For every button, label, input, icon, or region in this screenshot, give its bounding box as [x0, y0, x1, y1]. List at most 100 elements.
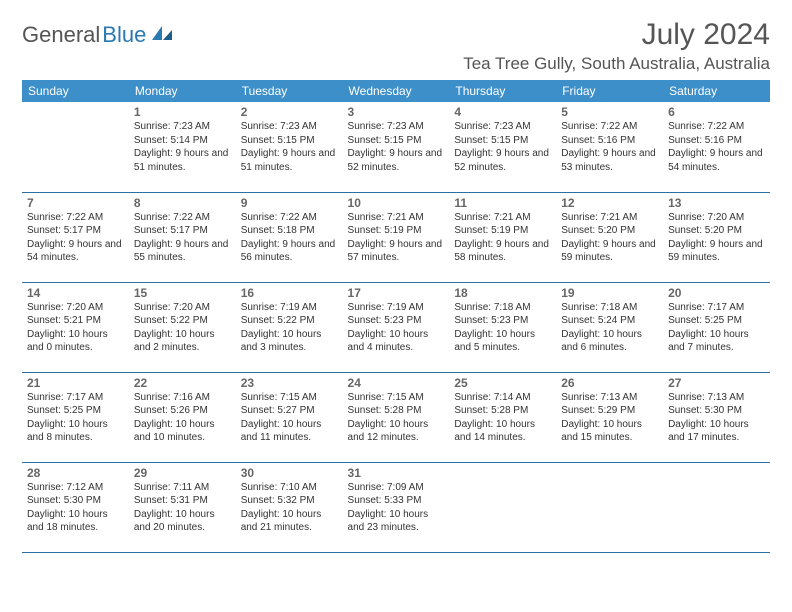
day-number: 9	[241, 196, 338, 210]
day-info: Sunrise: 7:22 AMSunset: 5:16 PMDaylight:…	[561, 120, 658, 174]
day-number: 14	[27, 286, 124, 300]
day-number: 22	[134, 376, 231, 390]
calendar-week-row: 14Sunrise: 7:20 AMSunset: 5:21 PMDayligh…	[22, 282, 770, 372]
calendar-cell: 3Sunrise: 7:23 AMSunset: 5:15 PMDaylight…	[343, 102, 450, 192]
location-subtitle: Tea Tree Gully, South Australia, Austral…	[463, 54, 770, 74]
col-sunday: Sunday	[22, 80, 129, 102]
day-info: Sunrise: 7:21 AMSunset: 5:19 PMDaylight:…	[348, 211, 445, 265]
day-info: Sunrise: 7:23 AMSunset: 5:15 PMDaylight:…	[241, 120, 338, 174]
calendar-cell: 11Sunrise: 7:21 AMSunset: 5:19 PMDayligh…	[449, 192, 556, 282]
calendar-cell: 28Sunrise: 7:12 AMSunset: 5:30 PMDayligh…	[22, 462, 129, 552]
calendar-table: Sunday Monday Tuesday Wednesday Thursday…	[22, 80, 770, 553]
calendar-cell: 12Sunrise: 7:21 AMSunset: 5:20 PMDayligh…	[556, 192, 663, 282]
col-friday: Friday	[556, 80, 663, 102]
day-number: 1	[134, 105, 231, 119]
day-number: 16	[241, 286, 338, 300]
calendar-week-row: 7Sunrise: 7:22 AMSunset: 5:17 PMDaylight…	[22, 192, 770, 282]
day-info: Sunrise: 7:13 AMSunset: 5:30 PMDaylight:…	[668, 391, 765, 445]
brand-part2: Blue	[102, 22, 146, 48]
calendar-cell: 25Sunrise: 7:14 AMSunset: 5:28 PMDayligh…	[449, 372, 556, 462]
day-number: 21	[27, 376, 124, 390]
calendar-cell	[556, 462, 663, 552]
calendar-cell: 7Sunrise: 7:22 AMSunset: 5:17 PMDaylight…	[22, 192, 129, 282]
calendar-cell: 14Sunrise: 7:20 AMSunset: 5:21 PMDayligh…	[22, 282, 129, 372]
day-number: 25	[454, 376, 551, 390]
day-info: Sunrise: 7:20 AMSunset: 5:20 PMDaylight:…	[668, 211, 765, 265]
day-info: Sunrise: 7:22 AMSunset: 5:16 PMDaylight:…	[668, 120, 765, 174]
day-number: 19	[561, 286, 658, 300]
calendar-cell: 1Sunrise: 7:23 AMSunset: 5:14 PMDaylight…	[129, 102, 236, 192]
day-number: 2	[241, 105, 338, 119]
calendar-cell: 19Sunrise: 7:18 AMSunset: 5:24 PMDayligh…	[556, 282, 663, 372]
day-info: Sunrise: 7:23 AMSunset: 5:15 PMDaylight:…	[348, 120, 445, 174]
day-info: Sunrise: 7:15 AMSunset: 5:28 PMDaylight:…	[348, 391, 445, 445]
day-number: 28	[27, 466, 124, 480]
day-number: 5	[561, 105, 658, 119]
calendar-cell: 20Sunrise: 7:17 AMSunset: 5:25 PMDayligh…	[663, 282, 770, 372]
day-number: 12	[561, 196, 658, 210]
calendar-cell: 21Sunrise: 7:17 AMSunset: 5:25 PMDayligh…	[22, 372, 129, 462]
brand-logo: General Blue	[22, 18, 174, 48]
calendar-cell: 26Sunrise: 7:13 AMSunset: 5:29 PMDayligh…	[556, 372, 663, 462]
header: General Blue July 2024 Tea Tree Gully, S…	[22, 18, 770, 74]
col-tuesday: Tuesday	[236, 80, 343, 102]
day-info: Sunrise: 7:20 AMSunset: 5:22 PMDaylight:…	[134, 301, 231, 355]
calendar-cell: 2Sunrise: 7:23 AMSunset: 5:15 PMDaylight…	[236, 102, 343, 192]
day-info: Sunrise: 7:21 AMSunset: 5:20 PMDaylight:…	[561, 211, 658, 265]
day-info: Sunrise: 7:20 AMSunset: 5:21 PMDaylight:…	[27, 301, 124, 355]
day-info: Sunrise: 7:18 AMSunset: 5:24 PMDaylight:…	[561, 301, 658, 355]
calendar-cell: 16Sunrise: 7:19 AMSunset: 5:22 PMDayligh…	[236, 282, 343, 372]
day-number: 27	[668, 376, 765, 390]
calendar-week-row: 21Sunrise: 7:17 AMSunset: 5:25 PMDayligh…	[22, 372, 770, 462]
day-number: 29	[134, 466, 231, 480]
brand-part1: General	[22, 22, 100, 48]
calendar-cell: 4Sunrise: 7:23 AMSunset: 5:15 PMDaylight…	[449, 102, 556, 192]
day-info: Sunrise: 7:14 AMSunset: 5:28 PMDaylight:…	[454, 391, 551, 445]
calendar-cell: 6Sunrise: 7:22 AMSunset: 5:16 PMDaylight…	[663, 102, 770, 192]
calendar-cell: 29Sunrise: 7:11 AMSunset: 5:31 PMDayligh…	[129, 462, 236, 552]
calendar-cell: 22Sunrise: 7:16 AMSunset: 5:26 PMDayligh…	[129, 372, 236, 462]
col-monday: Monday	[129, 80, 236, 102]
day-number: 10	[348, 196, 445, 210]
day-number: 31	[348, 466, 445, 480]
day-number: 7	[27, 196, 124, 210]
day-info: Sunrise: 7:22 AMSunset: 5:17 PMDaylight:…	[27, 211, 124, 265]
day-info: Sunrise: 7:11 AMSunset: 5:31 PMDaylight:…	[134, 481, 231, 535]
day-number: 30	[241, 466, 338, 480]
title-block: July 2024 Tea Tree Gully, South Australi…	[463, 18, 770, 74]
day-info: Sunrise: 7:19 AMSunset: 5:23 PMDaylight:…	[348, 301, 445, 355]
calendar-cell: 24Sunrise: 7:15 AMSunset: 5:28 PMDayligh…	[343, 372, 450, 462]
day-info: Sunrise: 7:23 AMSunset: 5:14 PMDaylight:…	[134, 120, 231, 174]
day-info: Sunrise: 7:12 AMSunset: 5:30 PMDaylight:…	[27, 481, 124, 535]
day-info: Sunrise: 7:09 AMSunset: 5:33 PMDaylight:…	[348, 481, 445, 535]
day-number: 3	[348, 105, 445, 119]
col-wednesday: Wednesday	[343, 80, 450, 102]
day-info: Sunrise: 7:22 AMSunset: 5:18 PMDaylight:…	[241, 211, 338, 265]
day-info: Sunrise: 7:10 AMSunset: 5:32 PMDaylight:…	[241, 481, 338, 535]
calendar-cell: 9Sunrise: 7:22 AMSunset: 5:18 PMDaylight…	[236, 192, 343, 282]
day-number: 18	[454, 286, 551, 300]
day-header-row: Sunday Monday Tuesday Wednesday Thursday…	[22, 80, 770, 102]
calendar-cell	[663, 462, 770, 552]
calendar-cell: 23Sunrise: 7:15 AMSunset: 5:27 PMDayligh…	[236, 372, 343, 462]
day-number: 13	[668, 196, 765, 210]
calendar-cell: 17Sunrise: 7:19 AMSunset: 5:23 PMDayligh…	[343, 282, 450, 372]
day-number: 17	[348, 286, 445, 300]
day-number: 15	[134, 286, 231, 300]
day-info: Sunrise: 7:23 AMSunset: 5:15 PMDaylight:…	[454, 120, 551, 174]
calendar-cell: 15Sunrise: 7:20 AMSunset: 5:22 PMDayligh…	[129, 282, 236, 372]
day-number: 11	[454, 196, 551, 210]
day-info: Sunrise: 7:17 AMSunset: 5:25 PMDaylight:…	[668, 301, 765, 355]
calendar-cell	[449, 462, 556, 552]
day-info: Sunrise: 7:17 AMSunset: 5:25 PMDaylight:…	[27, 391, 124, 445]
calendar-week-row: 28Sunrise: 7:12 AMSunset: 5:30 PMDayligh…	[22, 462, 770, 552]
brand-sail-icon	[150, 24, 174, 47]
calendar-cell: 13Sunrise: 7:20 AMSunset: 5:20 PMDayligh…	[663, 192, 770, 282]
calendar-body: 1Sunrise: 7:23 AMSunset: 5:14 PMDaylight…	[22, 102, 770, 552]
page-title: July 2024	[463, 18, 770, 52]
day-info: Sunrise: 7:22 AMSunset: 5:17 PMDaylight:…	[134, 211, 231, 265]
day-info: Sunrise: 7:18 AMSunset: 5:23 PMDaylight:…	[454, 301, 551, 355]
day-info: Sunrise: 7:16 AMSunset: 5:26 PMDaylight:…	[134, 391, 231, 445]
day-number: 23	[241, 376, 338, 390]
calendar-cell	[22, 102, 129, 192]
